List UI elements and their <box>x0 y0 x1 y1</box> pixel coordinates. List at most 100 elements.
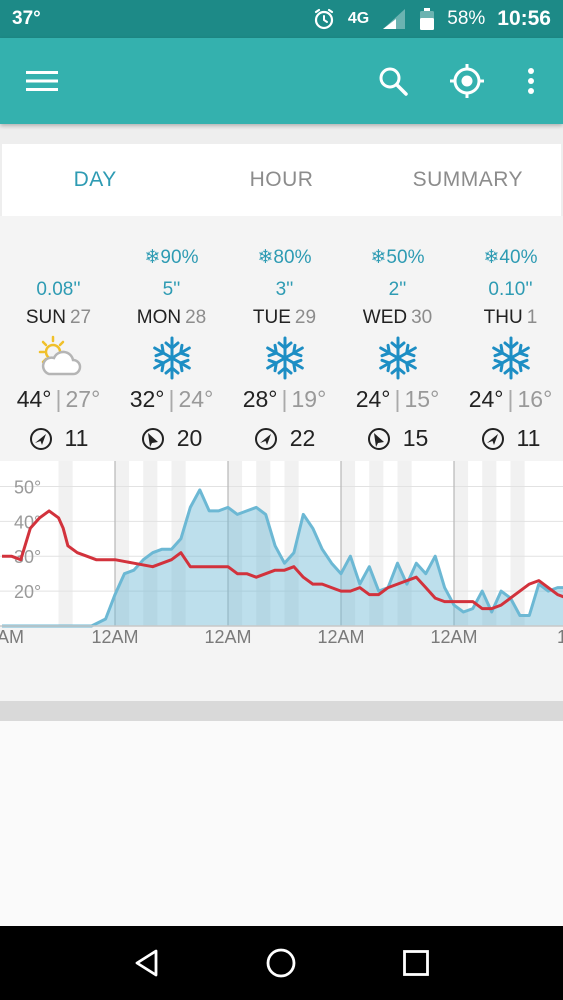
temp-low: 19° <box>291 386 327 412</box>
signal-icon <box>381 7 407 31</box>
chart-band <box>284 461 299 626</box>
wind-speed: 11 <box>64 425 89 451</box>
status-temperature: 37° <box>12 8 41 29</box>
tab-summary[interactable]: SUMMARY <box>412 168 524 191</box>
temp-high: 32° <box>129 386 165 412</box>
day-name: SUN <box>25 307 66 328</box>
snowfall-line <box>2 488 563 628</box>
menu-icon[interactable] <box>22 61 62 101</box>
snow-chance: ❄90% <box>144 247 199 268</box>
temp-low: 16° <box>517 386 553 412</box>
chart-y-tick-label: 30° <box>14 547 41 567</box>
temp-range: 44° | 27° <box>16 386 101 412</box>
wind-info: 20 <box>115 425 228 452</box>
app-bar <box>0 38 563 124</box>
temp-range: 24° | 16° <box>468 386 553 412</box>
day-column[interactable]: ❄50% 2'' WED 30 24° | 15° 15 <box>341 216 454 461</box>
chart-background <box>0 461 563 626</box>
day-name: WED <box>362 307 408 328</box>
hourly-temperature-chart[interactable]: 50° 40° 30° 20° AM 12AM 12AM 12AM 12AM 12 <box>0 461 563 656</box>
battery-icon <box>419 7 435 31</box>
temp-low: 15° <box>404 386 440 412</box>
alarm-icon <box>312 7 336 31</box>
home-icon[interactable] <box>257 939 305 987</box>
snowflake-icon <box>261 334 309 382</box>
temp-high: 28° <box>242 386 278 412</box>
precip-amount: 3'' <box>275 279 294 300</box>
day-label: MON 28 <box>115 307 228 329</box>
recents-icon[interactable] <box>392 939 440 987</box>
chart-band <box>341 461 356 626</box>
temp-range: 32° | 24° <box>129 386 214 412</box>
daily-forecast: 0.08'' SUN 27 44° | 27° 11 ❄90% 5'' MON 28 <box>0 216 563 461</box>
wind-info: 15 <box>341 425 454 452</box>
wind-info: 11 <box>2 425 115 452</box>
empty-content-area <box>0 721 563 926</box>
chart-band <box>228 461 243 626</box>
chart-x-tick-label: 12 <box>557 627 563 647</box>
wind-speed: 20 <box>176 425 203 451</box>
chart-band <box>143 461 158 626</box>
location-icon[interactable] <box>447 61 487 101</box>
status-time: 10:56 <box>497 7 551 30</box>
precip-amount: 2'' <box>388 279 407 300</box>
snow-chance: ❄40% <box>483 247 538 268</box>
snowflake-icon <box>374 334 422 382</box>
snow-chance: ❄50% <box>370 247 425 268</box>
temp-high: 44° <box>16 386 52 412</box>
day-label: WED 30 <box>341 307 454 329</box>
day-column[interactable]: 0.08'' SUN 27 44° | 27° 11 <box>2 216 115 461</box>
wind-speed: 11 <box>516 425 541 451</box>
more-icon[interactable] <box>521 61 541 101</box>
day-label: TUE 29 <box>228 307 341 329</box>
network-indicator: 4G <box>347 10 370 27</box>
day-column[interactable]: ❄90% 5'' MON 28 32° | 24° 20 <box>115 216 228 461</box>
precip-amount: 0.08'' <box>36 279 81 300</box>
wind-direction-icon <box>254 427 277 450</box>
day-date: 29 <box>294 307 317 328</box>
snowfall-area <box>2 489 563 626</box>
battery-level: 58% <box>447 8 486 29</box>
day-label: THU 1 <box>454 307 563 329</box>
day-date: 1 <box>526 307 538 328</box>
chart-band <box>482 461 497 626</box>
back-icon[interactable] <box>123 939 171 987</box>
chart-y-tick-label: 20° <box>14 582 41 602</box>
status-bar: 37° 4G 58% 10:56 <box>0 0 563 38</box>
chart-band <box>510 461 525 626</box>
partly-cloudy-icon <box>35 334 83 382</box>
wind-direction-icon <box>141 427 164 450</box>
day-date: 27 <box>69 307 92 328</box>
tab-day[interactable]: DAY <box>73 168 117 191</box>
chart-x-tick-label: AM <box>0 627 24 647</box>
day-name: MON <box>136 307 182 328</box>
chart-x-tick-label: 12AM <box>317 627 364 647</box>
day-date: 28 <box>185 307 207 328</box>
temperature-line <box>2 509 563 611</box>
wind-direction-icon <box>29 427 52 450</box>
wind-info: 11 <box>454 425 563 452</box>
view-tabs: DAY HOUR SUMMARY <box>2 144 561 216</box>
temp-high: 24° <box>355 386 391 412</box>
search-icon[interactable] <box>373 61 413 101</box>
wind-direction-icon <box>367 427 390 450</box>
temp-high: 24° <box>468 386 504 412</box>
day-column[interactable]: ❄80% 3'' TUE 29 28° | 19° 22 <box>228 216 341 461</box>
chart-band <box>256 461 271 626</box>
day-column[interactable]: ❄40% 0.10'' THU 1 24° | 16° 11 <box>454 216 563 461</box>
chart-x-tick-label: 12AM <box>204 627 251 647</box>
chart-y-tick-label: 40° <box>14 512 41 532</box>
day-name: TUE <box>252 307 291 328</box>
wind-speed: 22 <box>289 425 316 451</box>
snowflake-icon <box>487 334 535 382</box>
tab-hour[interactable]: HOUR <box>249 168 314 191</box>
wind-info: 22 <box>228 425 341 452</box>
system-navigation-bar <box>0 926 563 1000</box>
snow-chance: ❄80% <box>257 247 312 268</box>
chart-x-tick-label: 12AM <box>91 627 138 647</box>
temp-low: 27° <box>65 386 101 412</box>
forecast-panel: 0.08'' SUN 27 44° | 27° 11 ❄90% 5'' MON 28 <box>0 216 563 701</box>
wind-speed: 15 <box>402 425 429 451</box>
temp-low: 24° <box>178 386 214 412</box>
precip-amount: 5'' <box>162 279 181 300</box>
